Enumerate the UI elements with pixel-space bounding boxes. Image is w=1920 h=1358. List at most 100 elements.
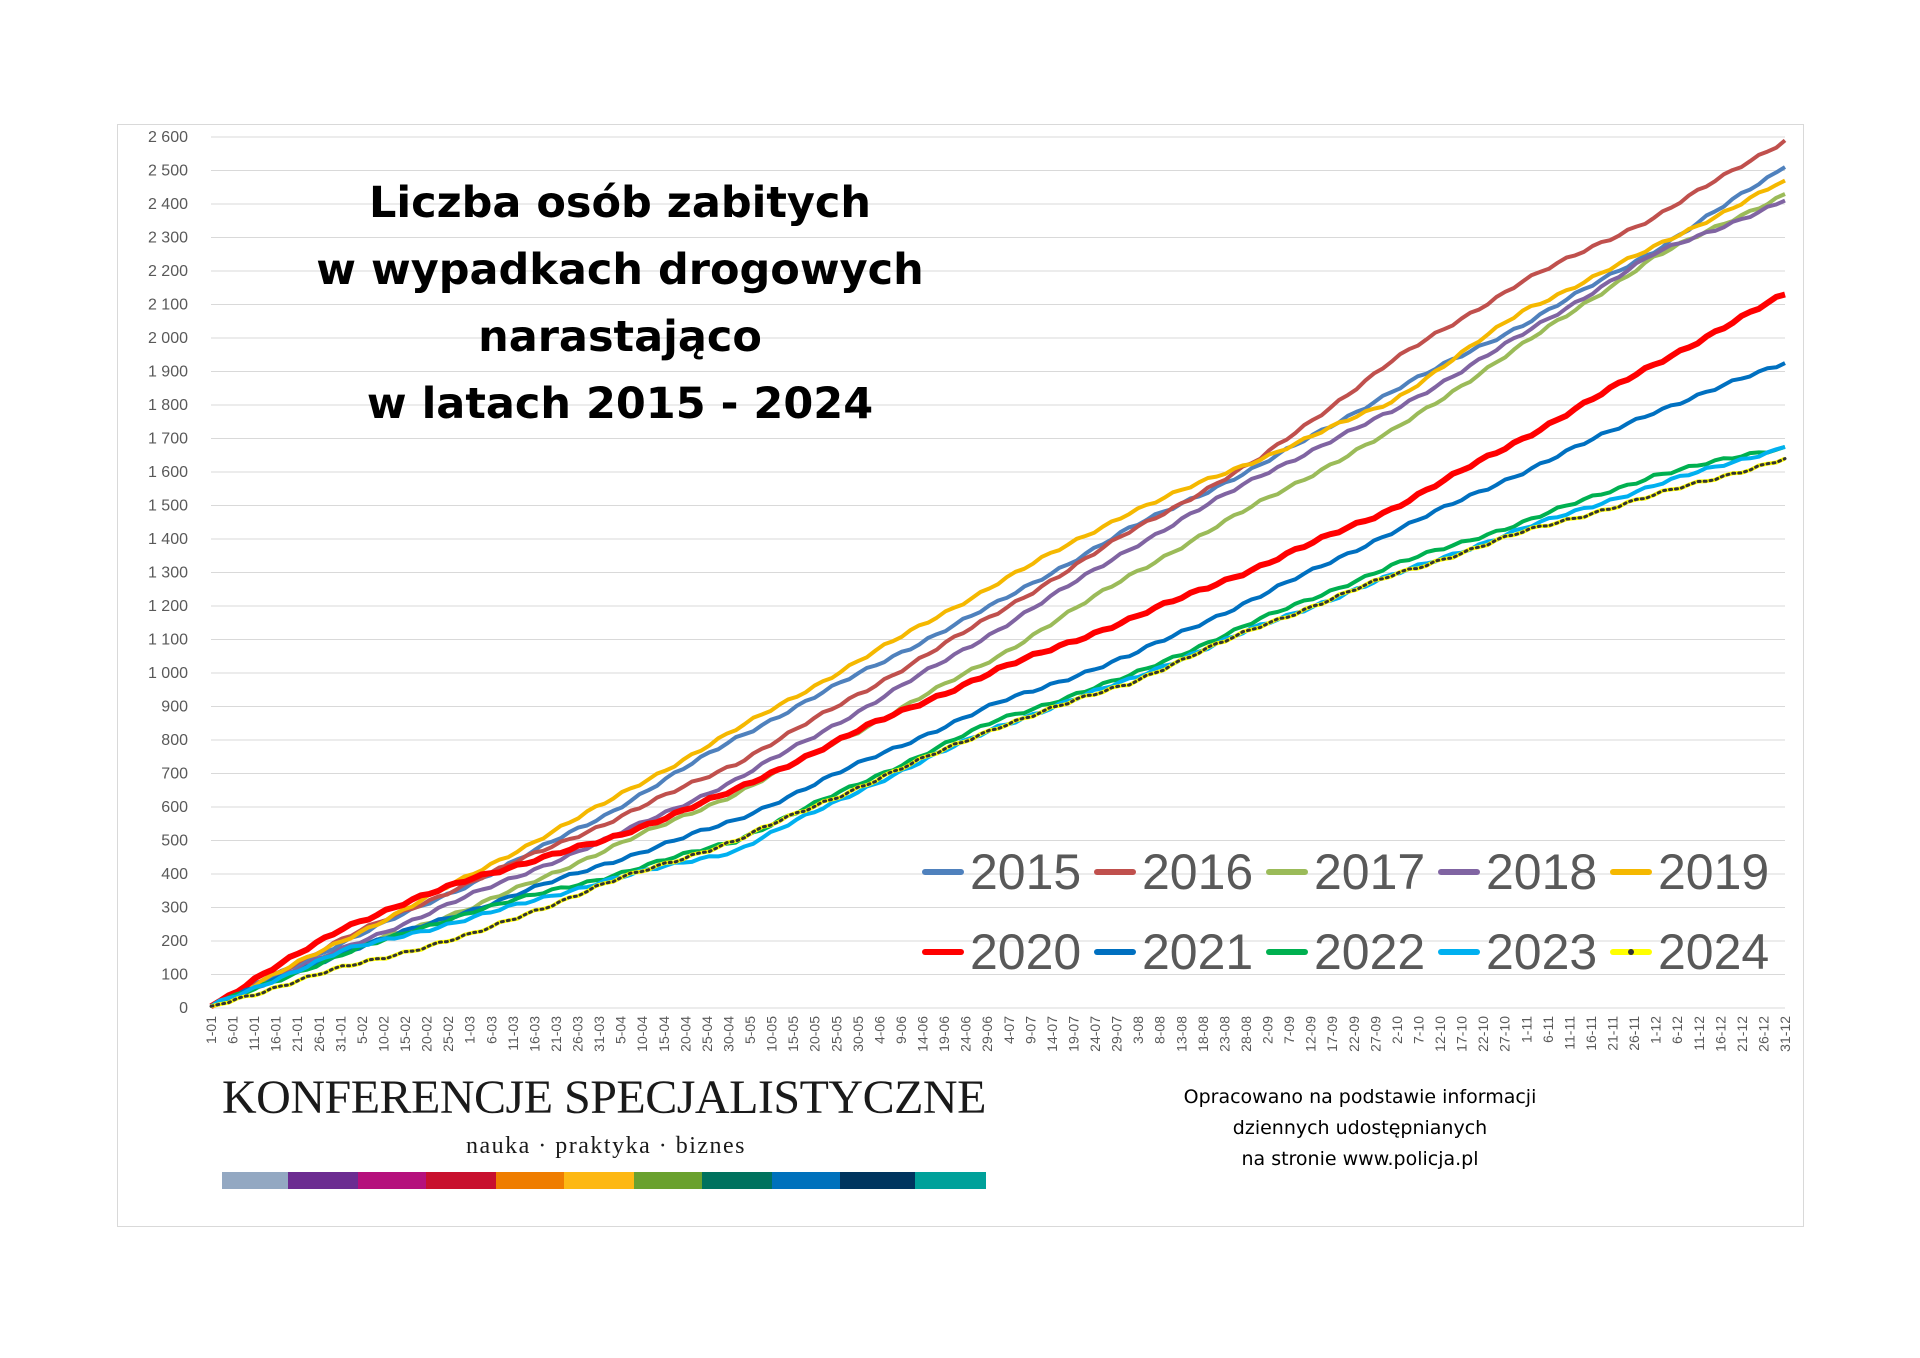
logo-color-segment <box>840 1172 915 1189</box>
series-line-2020 <box>209 291 1786 1009</box>
x-tick-label: 4-06 <box>871 1016 887 1044</box>
x-tick-label: 27-09 <box>1367 1016 1383 1052</box>
x-tick-label: 7-09 <box>1281 1016 1297 1044</box>
x-tick-label: 16-11 <box>1583 1016 1599 1051</box>
x-tick-label: 29-07 <box>1109 1016 1125 1052</box>
x-tick-label: 15-05 <box>785 1016 801 1052</box>
x-tick-label: 9-07 <box>1022 1016 1038 1044</box>
y-tick-label: 2 300 <box>148 230 188 247</box>
legend-swatch <box>918 932 968 972</box>
y-tick-label: 500 <box>161 833 188 850</box>
gridlines <box>211 136 1785 1009</box>
legend-label: 2017 <box>1314 844 1426 900</box>
legend-item-2024: 2024 <box>1606 923 1778 981</box>
x-tick-label: 17-10 <box>1454 1016 1470 1052</box>
x-tick-label: 11-01 <box>246 1016 262 1051</box>
x-tick-label: 3-08 <box>1130 1016 1146 1044</box>
legend-swatch <box>1262 852 1312 892</box>
y-tick-label: 600 <box>161 799 188 816</box>
title-line-4: w latach 2015 - 2024 <box>366 379 874 429</box>
x-tick-label: 5-05 <box>742 1016 758 1044</box>
x-tick-label: 11-12 <box>1691 1016 1707 1051</box>
x-tick-label: 10-04 <box>634 1016 650 1052</box>
chart-title: Liczba osób zabitych w wypadkach drogowy… <box>290 170 950 438</box>
x-tick-label: 28-08 <box>1238 1016 1254 1052</box>
y-tick-label: 1 100 <box>148 632 188 649</box>
logo: KONFERENCJE SPECJALISTYCZNE nauka · prak… <box>222 1070 990 1189</box>
x-tick-label: 12-09 <box>1303 1016 1319 1052</box>
x-tick-label: 21-03 <box>548 1016 564 1052</box>
x-tick-label: 6-03 <box>483 1016 499 1044</box>
x-tick-label: 19-06 <box>936 1016 952 1052</box>
y-tick-label: 200 <box>161 933 188 950</box>
x-tick-label: 20-02 <box>419 1016 435 1052</box>
logo-name: KONFERENCJE SPECJALISTYCZNE <box>222 1071 986 1124</box>
logo-color-segment <box>702 1172 772 1189</box>
legend-item-2023: 2023 <box>1434 923 1606 981</box>
y-tick-label: 2 600 <box>148 129 188 146</box>
x-tick-label: 30-04 <box>720 1016 736 1052</box>
y-tick-label: 1 900 <box>148 364 188 381</box>
x-tick-label: 2-10 <box>1389 1016 1405 1044</box>
x-tick-label: 25-05 <box>828 1016 844 1052</box>
x-tick-label: 5-04 <box>613 1016 629 1044</box>
x-tick-label: 21-12 <box>1734 1016 1750 1052</box>
y-tick-label: 1 700 <box>148 431 188 448</box>
legend-label: 2021 <box>1142 924 1254 980</box>
logo-color-segment <box>564 1172 634 1189</box>
x-tick-label: 10-02 <box>375 1016 391 1052</box>
logo-color-segment <box>222 1172 288 1189</box>
x-tick-label: 9-06 <box>893 1016 909 1044</box>
logo-color-segment <box>634 1172 702 1189</box>
x-tick-label: 26-03 <box>570 1016 586 1052</box>
x-tick-label: 13-08 <box>1173 1016 1189 1052</box>
x-tick-label: 20-04 <box>677 1016 693 1052</box>
x-tick-label: 27-10 <box>1497 1016 1513 1052</box>
x-axis-ticks: 1-01 6-01 11-01 16-01 21-01 26-01 31-01 5-02 10-… <box>203 1016 1793 1052</box>
logo-tagline: nauka · praktyka · biznes <box>465 1133 747 1159</box>
chart-frame <box>117 124 1804 1227</box>
y-tick-label: 400 <box>161 866 188 883</box>
y-tick-label: 2 200 <box>148 263 188 280</box>
y-tick-label: 800 <box>161 732 188 749</box>
x-tick-label: 20-05 <box>807 1016 823 1052</box>
y-axis-ticks: 0 100 200 300 400 500 600 700 800 900 1 000 1 100 1 … <box>148 129 188 1017</box>
x-tick-label: 23-08 <box>1216 1016 1232 1052</box>
legend-label: 2024 <box>1658 924 1770 980</box>
legend-swatch <box>1090 852 1140 892</box>
logo-color-segment <box>915 1172 986 1189</box>
x-tick-label: 4-07 <box>1001 1016 1017 1044</box>
series-line-2021 <box>210 361 1786 1009</box>
x-tick-label: 30-05 <box>850 1016 866 1052</box>
legend-row: 2020 2021 2022 2023 2024 <box>918 912 1788 992</box>
y-tick-label: 1 800 <box>148 397 188 414</box>
x-tick-label: 19-07 <box>1065 1016 1081 1052</box>
y-tick-label: 2 100 <box>148 297 188 314</box>
x-tick-label: 6-12 <box>1669 1016 1685 1044</box>
legend-item-2020: 2020 <box>918 923 1090 981</box>
x-tick-label: 16-03 <box>526 1016 542 1052</box>
y-tick-label: 2 400 <box>148 196 188 213</box>
source-line-2: dziennych udostępnianych <box>1232 1117 1488 1139</box>
x-tick-label: 1-03 <box>462 1016 478 1044</box>
x-tick-label: 2-09 <box>1260 1016 1276 1044</box>
title-line-1: Liczba osób zabitych <box>368 178 872 228</box>
x-tick-label: 22-09 <box>1346 1016 1362 1052</box>
x-tick-label: 18-08 <box>1195 1016 1211 1052</box>
legend-label: 2019 <box>1658 844 1770 900</box>
x-tick-label: 16-12 <box>1712 1016 1728 1052</box>
x-tick-label: 1-11 <box>1518 1016 1534 1043</box>
x-tick-label: 7-10 <box>1410 1016 1426 1044</box>
x-tick-label: 1-01 <box>203 1016 219 1044</box>
legend-label: 2022 <box>1314 924 1426 980</box>
x-tick-label: 29-06 <box>979 1016 995 1052</box>
logo-color-segment <box>288 1172 358 1189</box>
x-tick-label: 15-04 <box>656 1016 672 1052</box>
legend-item-2022: 2022 <box>1262 923 1434 981</box>
y-tick-label: 1 600 <box>148 464 188 481</box>
legend-item-2018: 2018 <box>1434 843 1606 901</box>
legend-swatch <box>1606 932 1656 972</box>
x-tick-label: 5-02 <box>354 1016 370 1044</box>
x-tick-label: 6-01 <box>225 1016 241 1044</box>
